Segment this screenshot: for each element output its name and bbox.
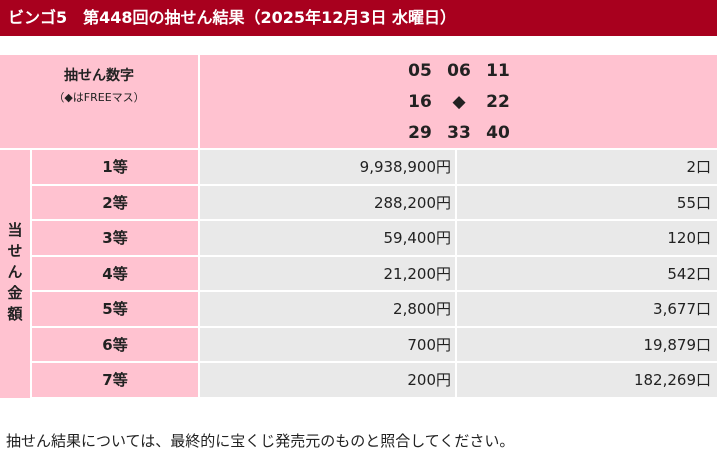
- prize-tier: 2等: [32, 185, 198, 219]
- prize-count: 3,677口: [457, 292, 717, 326]
- drawn-number: 06: [447, 61, 471, 81]
- drawn-number: ◆: [452, 92, 466, 112]
- prize-amount: 700円: [200, 327, 455, 361]
- prize-tier: 1等: [32, 150, 198, 184]
- drawn-number: 05: [408, 61, 432, 81]
- prize-amount: 200円: [200, 363, 455, 397]
- prize-tier: 7等: [32, 363, 198, 397]
- prize-tier: 6等: [32, 327, 198, 361]
- prize-count: 182,269口: [457, 363, 717, 397]
- prize-amount: 59,400円: [200, 221, 455, 255]
- prizes-label: 当せん金額: [5, 221, 24, 327]
- prize-count: 19,879口: [457, 327, 717, 361]
- prize-amount: 288,200円: [200, 185, 455, 219]
- numbers-label: 抽せん数字: [64, 68, 134, 84]
- prize-tier: 5等: [32, 292, 198, 326]
- prize-count: 2口: [457, 150, 717, 184]
- header-title: ビンゴ5 第448回の抽せん結果（2025年12月3日 水曜日）: [0, 0, 717, 36]
- numbers-label-cell: 抽せん数字 （◆はFREEマス）: [0, 55, 198, 148]
- prize-count: 542口: [457, 256, 717, 290]
- drawn-number: 40: [486, 123, 510, 143]
- prize-amount: 9,938,900円: [200, 150, 455, 184]
- numbers-note: （◆はFREEマス）: [53, 91, 145, 104]
- prize-count: 55口: [457, 185, 717, 219]
- drawn-number: 11: [486, 61, 510, 81]
- prize-amount: 2,800円: [200, 292, 455, 326]
- numbers-grid: 05 06 11 16 ◆ 22 29 33 40: [200, 55, 717, 148]
- drawn-number: 29: [408, 123, 432, 143]
- drawn-number: 16: [408, 92, 432, 112]
- drawn-number: 22: [486, 92, 510, 112]
- prizes-label-cell: 当せん金額: [0, 150, 30, 398]
- footer-note: 抽せん結果については、最終的に宝くじ発売元のものと照合してください。: [6, 432, 515, 450]
- prize-count: 120口: [457, 221, 717, 255]
- prize-tier: 4等: [32, 256, 198, 290]
- prize-amount: 21,200円: [200, 256, 455, 290]
- prize-tier: 3等: [32, 221, 198, 255]
- drawn-number: 33: [447, 123, 471, 143]
